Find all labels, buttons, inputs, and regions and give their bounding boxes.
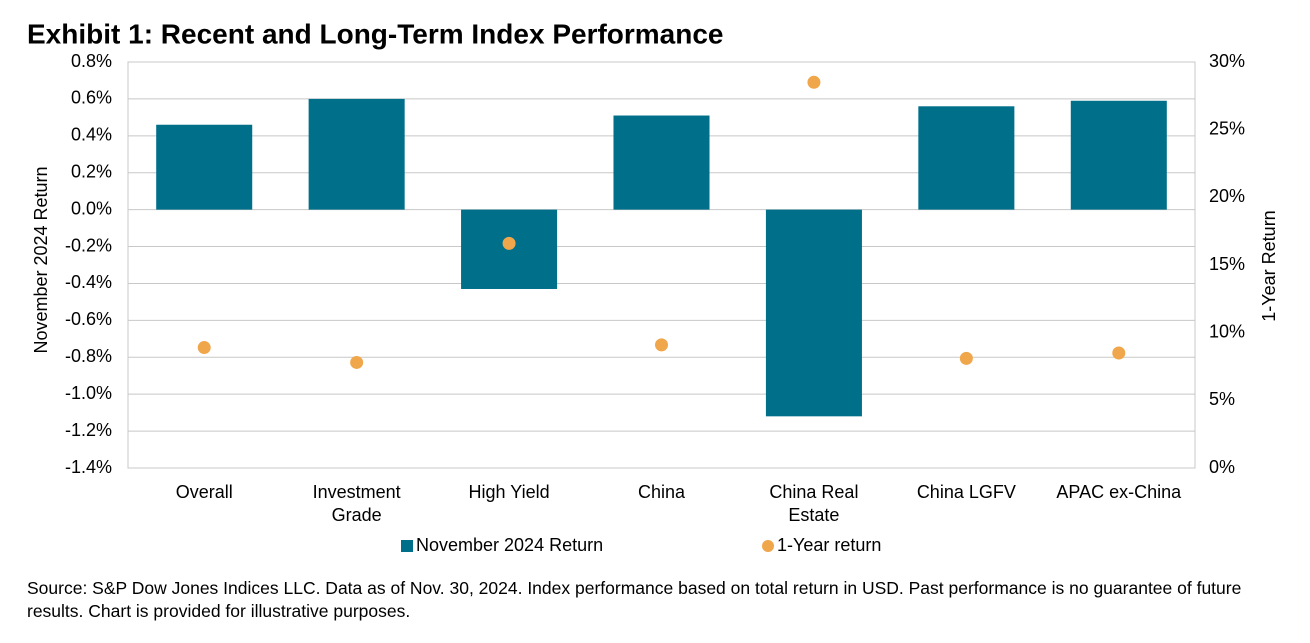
point	[959, 351, 973, 365]
x-tick-label: China LGFV	[916, 482, 1016, 502]
bar	[918, 106, 1015, 210]
point	[807, 75, 821, 89]
source-note: Source: S&P Dow Jones Indices LLC. Data …	[27, 578, 1242, 621]
y2-tick-label: 15%	[1209, 254, 1245, 274]
point	[1112, 346, 1126, 360]
y-tick-label: 0.4%	[71, 125, 112, 145]
x-tick-label: Investment Grade	[312, 482, 401, 525]
x-tick-label: APAC ex-China	[1056, 482, 1182, 502]
bar	[156, 124, 253, 210]
x-tick-label: Overall	[175, 482, 233, 502]
y-tick-label: -0.6%	[65, 309, 112, 329]
y2-tick-label: 10%	[1209, 321, 1245, 341]
y-tick-label: -0.8%	[65, 346, 112, 366]
x-tick-label: China Real Estate	[769, 482, 859, 525]
y2-tick-label: 25%	[1209, 118, 1245, 138]
chart-title: Exhibit 1: Recent and Long-Term Index Pe…	[27, 18, 724, 49]
y2-tick-label: 0%	[1209, 457, 1235, 477]
y-axis-title: November 2024 Return	[31, 166, 51, 353]
y-tick-label: -0.4%	[65, 272, 112, 292]
y2-tick-label: 20%	[1209, 186, 1245, 206]
plot-border	[127, 61, 1196, 469]
y-tick-label: -1.4%	[65, 457, 112, 477]
x-tick-label: High Yield	[468, 482, 550, 502]
point	[502, 236, 516, 250]
legend-label: November 2024 Return	[416, 535, 603, 555]
legend-swatch	[401, 540, 413, 552]
y-tick-label: -0.2%	[65, 235, 112, 255]
legend-label: 1-Year return	[777, 535, 881, 555]
y-tick-label: -1.2%	[65, 420, 112, 440]
bar	[308, 98, 405, 210]
y2-tick-label: 30%	[1209, 51, 1245, 71]
point	[350, 355, 364, 369]
y-tick-label: 0.6%	[71, 88, 112, 108]
y-tick-label: -1.0%	[65, 383, 112, 403]
bar	[765, 209, 862, 417]
y2-axis-title: 1-Year Return	[1259, 210, 1279, 321]
bar	[1070, 100, 1167, 210]
point	[655, 338, 668, 352]
x-tick-label: China	[637, 482, 686, 502]
y2-tick-label: 5%	[1209, 389, 1235, 409]
y-tick-label: 0.2%	[71, 161, 112, 181]
bar	[613, 115, 710, 210]
y-tick-label: 0.0%	[71, 198, 112, 218]
y-tick-label: 0.8%	[71, 51, 112, 71]
point	[197, 341, 211, 355]
legend-swatch	[762, 540, 774, 552]
